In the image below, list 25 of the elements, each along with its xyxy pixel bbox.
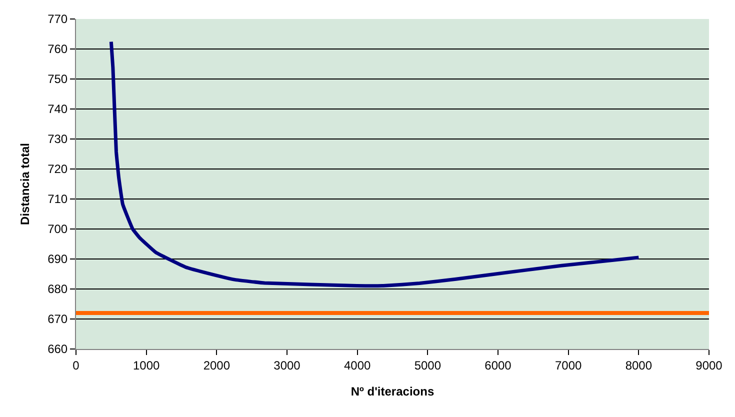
x-tick-label: 3000 bbox=[274, 358, 301, 372]
x-tick-label: 8000 bbox=[625, 358, 652, 372]
x-tick-label: 2000 bbox=[203, 358, 230, 372]
y-tick-label: 680 bbox=[48, 282, 68, 296]
y-axis-title: Distancia total bbox=[18, 142, 32, 226]
y-tick-label: 730 bbox=[48, 132, 68, 146]
y-tick-label: 720 bbox=[48, 162, 68, 176]
line-series bbox=[109, 40, 640, 288]
y-tick-label: 710 bbox=[48, 192, 68, 206]
x-axis-title: Nº d'iteracions bbox=[350, 384, 434, 398]
y-tick-label: 660 bbox=[48, 342, 68, 356]
y-tick-label: 700 bbox=[48, 222, 68, 236]
x-tick-label: 9000 bbox=[696, 358, 723, 372]
y-tick-label: 670 bbox=[48, 312, 68, 326]
x-tick-label: 5000 bbox=[414, 358, 442, 372]
y-tick-label: 690 bbox=[48, 252, 68, 266]
x-tick-label: 0 bbox=[72, 358, 80, 372]
y-tick-label: 750 bbox=[48, 72, 68, 86]
y-tick-label: 760 bbox=[48, 42, 68, 56]
x-tick-label: 7000 bbox=[554, 358, 582, 372]
y-tick-label: 740 bbox=[48, 102, 68, 116]
x-tick-label: 1000 bbox=[132, 358, 160, 372]
x-tick-label: 6000 bbox=[484, 358, 512, 372]
x-tick-label: 4000 bbox=[344, 358, 371, 372]
y-tick-label: 770 bbox=[48, 12, 68, 26]
